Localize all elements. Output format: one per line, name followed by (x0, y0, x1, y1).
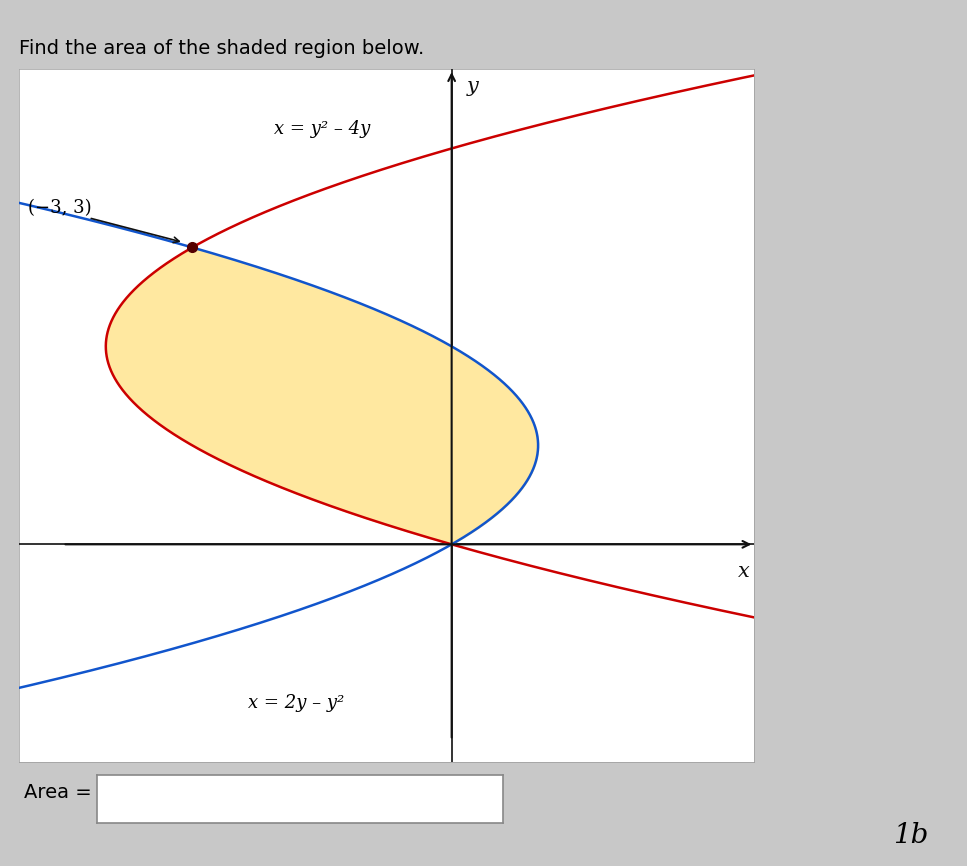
Text: 1b: 1b (893, 822, 928, 849)
Text: y: y (467, 77, 479, 96)
Text: x: x (738, 562, 750, 581)
Text: x = 2y – y²: x = 2y – y² (248, 694, 344, 712)
Text: Area =: Area = (24, 783, 92, 802)
Text: x = y² – 4y: x = y² – 4y (274, 120, 370, 138)
Text: Find the area of the shaded region below.: Find the area of the shaded region below… (19, 39, 425, 58)
Text: (−3, 3): (−3, 3) (28, 199, 92, 216)
